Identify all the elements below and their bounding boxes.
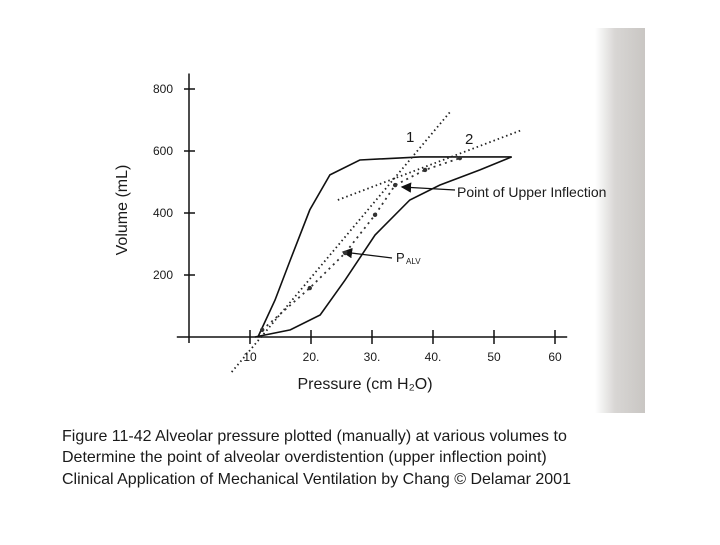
caption-line: Determine the point of alveolar overdist…	[62, 449, 547, 466]
x-axis-label: Pressure (cm H₂O)	[297, 376, 432, 393]
data-point	[342, 250, 348, 256]
y-tick-label: 400	[153, 206, 173, 220]
annotation: 1	[406, 129, 414, 146]
data-point	[392, 182, 398, 188]
x-tick-label: 10	[243, 350, 257, 364]
x-tick-label: 40.	[425, 350, 442, 364]
y-tick-label: 600	[153, 144, 173, 158]
arrow	[341, 247, 393, 259]
caption-line: Clinical Application of Mechanical Venti…	[62, 471, 571, 488]
data-point	[260, 327, 265, 333]
scan-shade	[595, 28, 645, 413]
x-tick-label: 50	[487, 350, 501, 364]
x-tick-label: 30.	[364, 350, 381, 364]
annotation: P	[396, 250, 405, 265]
data-point	[307, 285, 312, 291]
y-tick-label: 800	[153, 82, 173, 96]
series-line	[337, 129, 523, 201]
data-point	[422, 167, 428, 173]
x-tick-label: 20.	[303, 350, 320, 364]
caption-line: Figure 11-42 Alveolar pressure plotted (…	[62, 428, 567, 445]
y-axis-label: Volume (mL)	[114, 165, 131, 256]
arrow	[400, 182, 456, 193]
data-point	[372, 212, 378, 218]
y-tick-label: 200	[153, 268, 173, 282]
series-group	[231, 111, 523, 373]
series-line	[231, 111, 451, 373]
series-line	[254, 156, 512, 338]
series-line	[261, 157, 461, 331]
series-line	[257, 156, 512, 338]
x-tick-label: 60	[548, 350, 562, 364]
annotation: 2	[465, 131, 473, 148]
data-point	[457, 155, 463, 161]
plot: 10 20. 30. 40. 50 60 200 400 600 800	[153, 73, 568, 373]
annotation: ALV	[406, 257, 421, 266]
annotation: Point of Upper Inflection	[457, 184, 606, 200]
